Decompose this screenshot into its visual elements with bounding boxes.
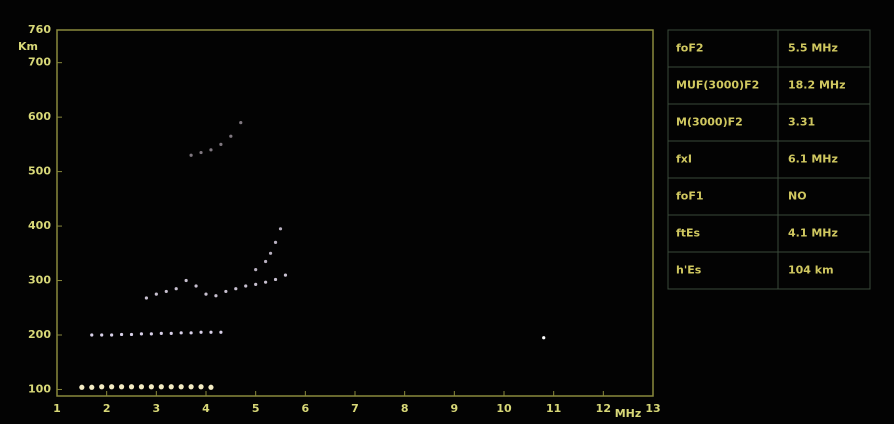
echo-point [188, 384, 194, 390]
echo-point [268, 251, 273, 255]
y-tick-label: 600 [28, 110, 51, 123]
echo-point [99, 384, 105, 390]
echo-point [90, 333, 94, 337]
echo-point [109, 384, 115, 390]
echo-point [239, 120, 243, 125]
echo-point [154, 292, 158, 296]
x-tick-label: 8 [401, 402, 409, 415]
echo-point [158, 384, 164, 390]
echo-point [168, 384, 174, 390]
parameter-name: MUF(3000)F2 [676, 79, 759, 92]
echo-point [273, 240, 278, 245]
echo-point [179, 331, 183, 335]
y-tick-label: 700 [28, 56, 51, 69]
x-unit: MHz [615, 407, 642, 420]
echo-point [278, 227, 283, 231]
echo-point [128, 384, 135, 390]
parameter-name: h'Es [676, 264, 702, 277]
parameter-name: fxI [676, 153, 692, 166]
echo-point [164, 289, 168, 294]
parameter-value: 5.5 MHz [788, 42, 838, 55]
echo-point [254, 268, 258, 272]
table-frame [667, 29, 871, 290]
echo-point [209, 330, 213, 334]
x-tick-label: 5 [252, 402, 260, 415]
x-tick-label: 1 [53, 402, 61, 415]
parameter-value: 4.1 MHz [788, 227, 838, 240]
parameter-value: 18.2 MHz [788, 79, 846, 92]
echo-point [264, 259, 268, 264]
echo-point [110, 333, 114, 337]
echo-point [254, 282, 258, 286]
y-tick-label: 100 [28, 382, 51, 395]
echo-point [244, 284, 248, 288]
echo-point [208, 384, 214, 390]
x-tick-label: 6 [302, 402, 310, 415]
echo-point [234, 287, 238, 291]
echo-point [199, 150, 203, 155]
parameter-name: foF1 [676, 190, 704, 203]
parameter-name: ftEs [676, 227, 701, 240]
echo-point [174, 287, 178, 291]
x-tick-label: 2 [103, 402, 111, 415]
echo-point [224, 289, 228, 294]
echo-point [100, 333, 104, 337]
echo-point [184, 278, 188, 283]
echo-point [138, 384, 145, 390]
parameter-value: NO [788, 190, 807, 203]
echo-point [159, 331, 163, 335]
parameter-value: 6.1 MHz [788, 153, 838, 166]
y-tick-label: 760 [28, 23, 51, 36]
echo-point [209, 148, 213, 152]
echo-point [199, 330, 203, 334]
parameter-name: foF2 [676, 42, 704, 55]
parameter-value: 104 km [788, 264, 834, 277]
echo-point [219, 142, 223, 146]
echo-point [129, 332, 134, 337]
echo-point [189, 331, 193, 335]
echo-point [198, 384, 204, 390]
echo-point [139, 332, 144, 336]
echo-point [542, 336, 546, 340]
echo-point [283, 273, 288, 277]
x-tick-label: 3 [153, 402, 161, 415]
y-tick-label: 400 [28, 219, 51, 232]
x-tick-label: 10 [496, 402, 512, 415]
echo-point [148, 384, 154, 390]
echo-point [214, 294, 218, 298]
y-tick-label: 500 [28, 165, 51, 178]
x-tick-label: 13 [645, 402, 660, 415]
echo-point [149, 332, 153, 336]
echo-point [194, 284, 198, 288]
x-tick-label: 7 [351, 402, 359, 415]
echo-point [204, 292, 208, 296]
parameter-name: M(3000)F2 [676, 116, 743, 129]
echo-point [229, 134, 233, 138]
x-tick-label: 4 [202, 402, 210, 415]
parameter-value: 3.31 [788, 116, 815, 129]
x-tick-label: 9 [451, 402, 459, 415]
echo-point [264, 280, 268, 284]
echo-point [178, 384, 184, 390]
y-unit: Km [18, 40, 38, 53]
echo-point [118, 384, 125, 390]
y-tick-label: 200 [28, 328, 51, 341]
echo-point [273, 277, 278, 282]
echo-point [79, 384, 85, 390]
echo-point [89, 384, 95, 390]
y-tick-label: 300 [28, 274, 51, 287]
x-tick-label: 11 [546, 402, 561, 415]
echo-point [144, 296, 148, 300]
echo-point [169, 331, 173, 335]
parameter-table: foF2 5.5 MHz MUF(3000)F2 18.2 MHz M(3000)F2 3… [667, 29, 871, 290]
echo-point [189, 153, 193, 157]
echo-point [119, 332, 124, 337]
echo-point [219, 330, 223, 334]
x-tick-label: 12 [596, 402, 611, 415]
